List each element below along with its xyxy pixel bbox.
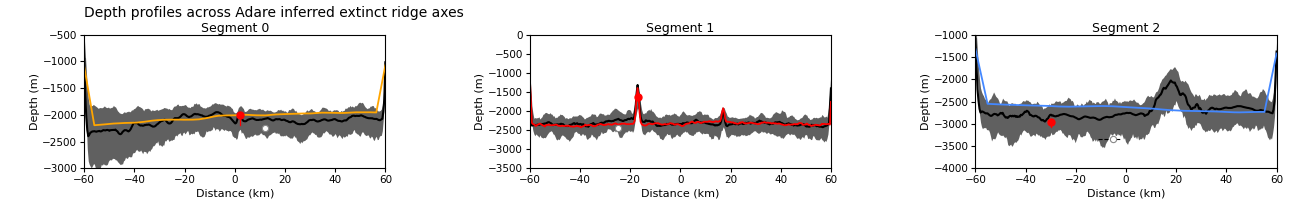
Title: Segment 1: Segment 1 — [647, 22, 714, 35]
Title: Segment 2: Segment 2 — [1093, 22, 1160, 35]
X-axis label: Distance (km): Distance (km) — [1087, 188, 1165, 198]
Title: Segment 0: Segment 0 — [201, 22, 270, 35]
Y-axis label: Depth (m): Depth (m) — [920, 73, 931, 130]
Y-axis label: Depth (m): Depth (m) — [30, 73, 39, 130]
X-axis label: Distance (km): Distance (km) — [642, 188, 719, 198]
X-axis label: Distance (km): Distance (km) — [196, 188, 273, 198]
Y-axis label: Depth (m): Depth (m) — [476, 73, 485, 130]
Text: Depth profiles across Adare inferred extinct ridge axes: Depth profiles across Adare inferred ext… — [84, 6, 464, 21]
